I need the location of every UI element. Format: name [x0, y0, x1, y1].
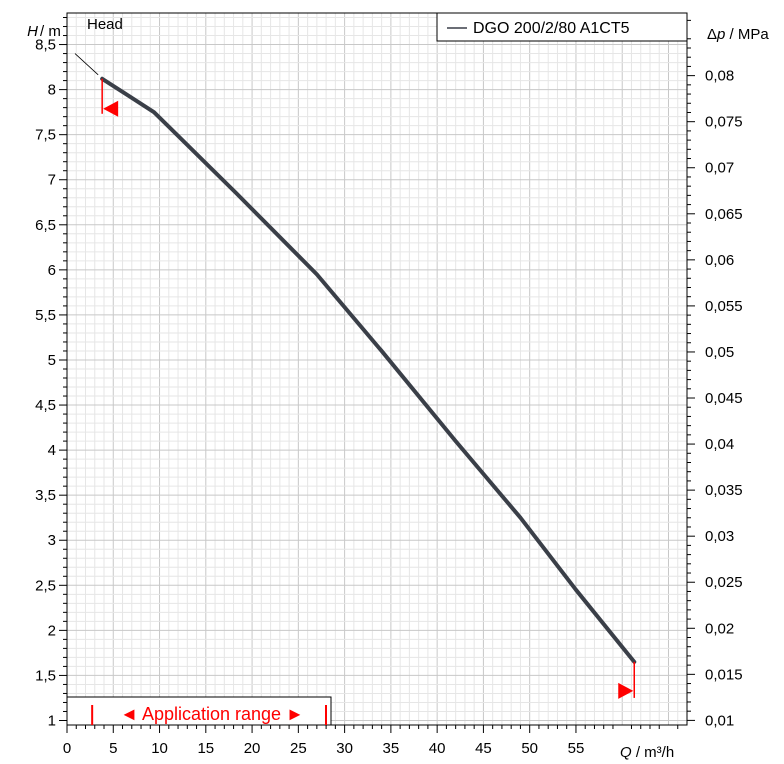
- y2-tick-label: 0,03: [705, 528, 734, 545]
- y-tick-label: 7: [48, 172, 56, 189]
- axis-ticks: 0 5 10 15 20 25 30 35 40 45 50 55 1 1,5 2 2,5 3 3,5 4 4,5 5 5…: [35, 17, 743, 757]
- x-tick-label: 45: [475, 740, 492, 757]
- x-axis-title: Q / m³/h: [620, 744, 674, 761]
- series-line: [100, 76, 637, 664]
- y-tick-label: 1,5: [35, 667, 56, 684]
- x-tick-label: 35: [383, 740, 400, 757]
- x-tick-label: 30: [336, 740, 353, 757]
- y-tick-label: 6,5: [35, 217, 56, 234]
- y-tick-label: 8: [48, 82, 56, 99]
- legend-entry: DGO 200/2/80 A1CT5: [473, 20, 630, 37]
- y-axis-symbol: H: [27, 23, 38, 40]
- x-tick-label: 40: [429, 740, 446, 757]
- y-tick-label: 7,5: [35, 127, 56, 144]
- y2-tick-label: 0,02: [705, 620, 734, 637]
- y2-tick-label: 0,025: [705, 574, 743, 591]
- x-tick-label: 55: [568, 740, 585, 757]
- application-range-frame: [66, 696, 332, 726]
- y-tick-label: 2,5: [35, 577, 56, 594]
- y2-tick-label: 0,04: [705, 436, 734, 453]
- x-tick-label: 5: [109, 740, 117, 757]
- y-tick-label: 3: [48, 532, 56, 549]
- y2-tick-label: 0,045: [705, 390, 743, 407]
- y-tick-label: 4,5: [35, 397, 56, 414]
- y2-tick-label: 0,08: [705, 68, 734, 85]
- x-axis-label: Q / m³/h: [620, 744, 674, 761]
- range-markers: [101, 78, 636, 699]
- application-range-box: ◄ Application range ►: [66, 696, 332, 726]
- y-tick-label: 1: [48, 712, 56, 729]
- y-tick-label: 6: [48, 262, 56, 279]
- y-tick-label: 3,5: [35, 487, 56, 504]
- application-range-label: ◄ Application range ►: [120, 704, 304, 724]
- x-tick-label: 15: [197, 740, 214, 757]
- x-tick-label: 25: [290, 740, 307, 757]
- y-tick-label: 5: [48, 352, 56, 369]
- y2-tick-label: 0,01: [705, 712, 734, 729]
- y-tick-label: 2: [48, 622, 56, 639]
- grid: [67, 13, 687, 725]
- y-axis-title: H / m: [27, 23, 61, 40]
- y2-tick-label: 0,06: [705, 252, 734, 269]
- y2-tick-label: 0,075: [705, 114, 743, 131]
- legend-box: [436, 12, 688, 42]
- y2-tick-label: 0,055: [705, 298, 743, 315]
- series-layer: [74, 53, 637, 664]
- y2-tick-label: 0,05: [705, 344, 734, 361]
- y-tick-label: 5,5: [35, 307, 56, 324]
- y2-tick-label: 0,015: [705, 666, 743, 683]
- y2-tick-label: 0,035: [705, 482, 743, 499]
- y2-tick-label: 0,065: [705, 206, 743, 223]
- y-tick-label: 4: [48, 442, 56, 459]
- y2-tick-label: 0,07: [705, 160, 734, 177]
- range-end-arrow: [618, 682, 634, 699]
- x-tick-label: 0: [63, 740, 71, 757]
- title-leader-line: [74, 53, 99, 76]
- x-tick-label: 50: [521, 740, 538, 757]
- y2-axis-symbol: Δp / MPa: [707, 26, 769, 43]
- y-tick-label: 8,5: [35, 37, 56, 54]
- y-axis-unit: / m: [40, 23, 61, 40]
- legend: DGO 200/2/80 A1CT5: [436, 12, 688, 42]
- range-start-arrow: [103, 100, 119, 117]
- chart-title: Head: [87, 16, 123, 33]
- y2-axis-title: Δp / MPa: [707, 26, 769, 43]
- x-tick-label: 10: [151, 740, 168, 757]
- x-tick-label: 20: [244, 740, 261, 757]
